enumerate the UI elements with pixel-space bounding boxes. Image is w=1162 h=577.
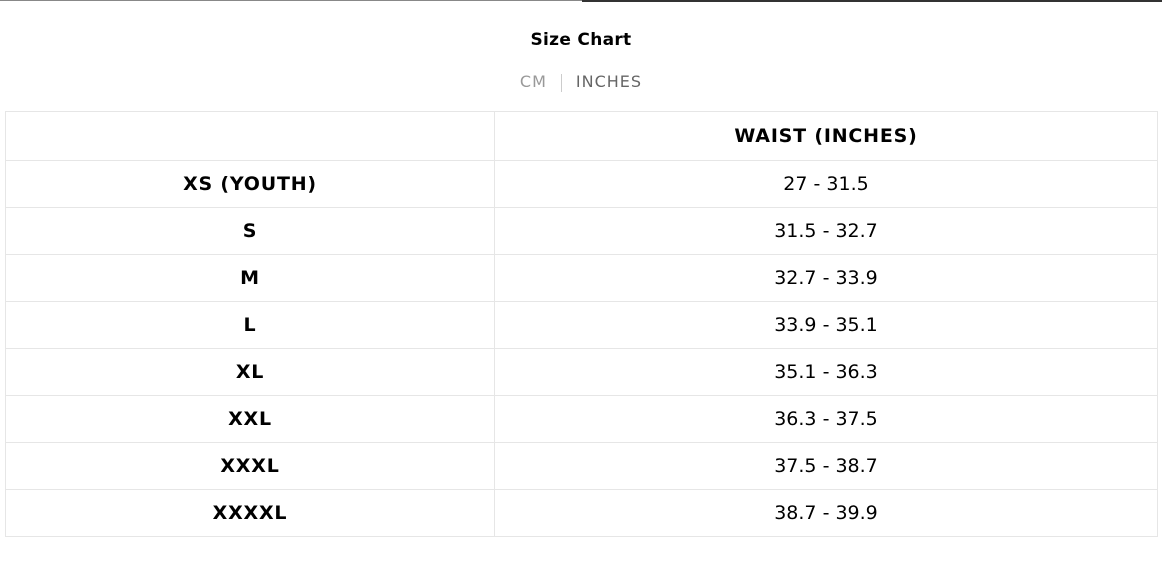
page-title: Size Chart — [530, 30, 632, 50]
header-waist: WAIST (INCHES) — [494, 111, 1158, 161]
unit-inches-button[interactable]: INCHES — [575, 72, 643, 91]
waist-cell: 35.1 - 36.3 — [494, 348, 1158, 396]
size-cell: XXXL — [5, 442, 495, 490]
waist-cell: 31.5 - 32.7 — [494, 207, 1158, 255]
size-table: WAIST (INCHES) XS (YOUTH) 27 - 31.5 S 31.5 … — [5, 111, 1158, 537]
waist-cell: 33.9 - 35.1 — [494, 301, 1158, 349]
size-cell: XL — [5, 348, 495, 396]
tab-indicator-inactive — [0, 0, 582, 1]
size-cell: S — [5, 207, 495, 255]
unit-toggle: CM INCHES — [0, 72, 1162, 92]
unit-cm-button[interactable]: CM — [519, 72, 547, 91]
table-row: M 32.7 - 33.9 — [5, 254, 1158, 302]
table-row: XXL 36.3 - 37.5 — [5, 395, 1158, 443]
size-cell: M — [5, 254, 495, 302]
size-cell: XXL — [5, 395, 495, 443]
table-row: XXXXL 38.7 - 39.9 — [5, 489, 1158, 537]
table-row: L 33.9 - 35.1 — [5, 301, 1158, 349]
header-size — [5, 111, 495, 161]
waist-cell: 36.3 - 37.5 — [494, 395, 1158, 443]
waist-cell: 38.7 - 39.9 — [494, 489, 1158, 537]
table-row: XXXL 37.5 - 38.7 — [5, 442, 1158, 490]
waist-cell: 27 - 31.5 — [494, 160, 1158, 208]
table-row: S 31.5 - 32.7 — [5, 207, 1158, 255]
waist-cell: 37.5 - 38.7 — [494, 442, 1158, 490]
size-cell: XXXXL — [5, 489, 495, 537]
table-row: XS (YOUTH) 27 - 31.5 — [5, 160, 1158, 208]
tab-indicator-active — [582, 0, 1162, 2]
size-cell: L — [5, 301, 495, 349]
table-row: XL 35.1 - 36.3 — [5, 348, 1158, 396]
table-header-row: WAIST (INCHES) — [5, 111, 1158, 161]
waist-cell: 32.7 - 33.9 — [494, 254, 1158, 302]
divider — [560, 73, 562, 92]
size-cell: XS (YOUTH) — [5, 160, 495, 208]
